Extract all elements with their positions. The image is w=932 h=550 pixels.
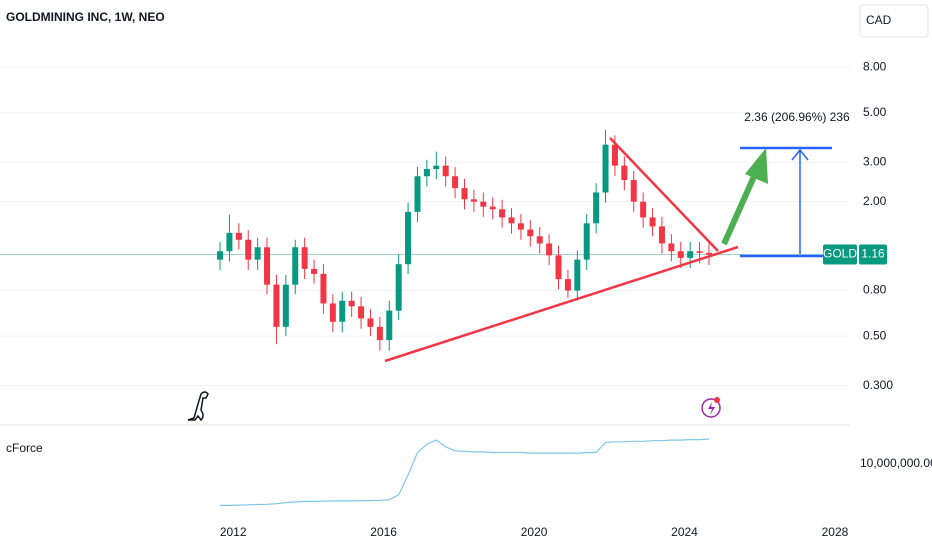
candle-body — [630, 180, 637, 202]
candle-body — [264, 247, 271, 285]
event-dot — [714, 397, 720, 403]
candle-body — [583, 223, 590, 260]
trend-line[interactable] — [384, 245, 739, 363]
candle-body — [320, 273, 327, 304]
candle-body — [687, 251, 694, 258]
candle-body — [508, 217, 515, 224]
candle-body — [602, 144, 609, 193]
candle-body — [658, 226, 665, 244]
measure-label: 2.36 (206.96%) 236 — [744, 110, 850, 124]
candle-body — [442, 165, 449, 177]
arrow-shaft[interactable] — [721, 170, 759, 246]
candle-body — [640, 201, 647, 218]
x-tick-label: 2020 — [521, 525, 548, 539]
symbol-badge — [823, 244, 857, 265]
candle-body — [574, 259, 581, 291]
candle-body — [423, 169, 430, 177]
candle-body — [555, 255, 562, 280]
candle-body — [517, 223, 524, 230]
candle-body — [593, 192, 600, 224]
candle-body — [254, 247, 261, 260]
candle-body — [546, 243, 553, 256]
y-tick-label: 5.00 — [863, 105, 887, 119]
y-tick-label: 0.300 — [863, 378, 893, 392]
candle-body — [433, 165, 440, 170]
price-badge — [859, 244, 887, 265]
y-tick-label: 0.50 — [863, 328, 887, 342]
y-tick-label: 0.80 — [863, 283, 887, 297]
candle-body — [536, 236, 543, 244]
currency-button[interactable] — [859, 4, 929, 38]
candle-body — [386, 310, 393, 341]
candle-body — [527, 229, 534, 237]
candle-body — [282, 284, 289, 327]
y-tick-label: 10,000,000.00 — [860, 456, 932, 470]
event-icon[interactable] — [701, 398, 721, 418]
currency-label: CAD — [866, 13, 892, 27]
x-tick-label: 2012 — [220, 525, 247, 539]
x-tick-label: 2016 — [370, 525, 397, 539]
measure-arrow-head — [791, 148, 809, 161]
candle-body — [499, 209, 506, 218]
candle-body — [235, 232, 242, 240]
candle-body — [292, 247, 299, 285]
trend-line[interactable] — [609, 137, 719, 252]
candle-body — [226, 232, 233, 252]
indicator-line — [220, 438, 710, 506]
candle-body — [405, 211, 412, 265]
candle-body — [696, 251, 703, 253]
chart-title: GOLDMINING INC, 1W, NEO — [6, 10, 165, 24]
candle-body — [329, 303, 336, 322]
candle-body — [461, 188, 468, 200]
candle-body — [245, 239, 252, 260]
candle-body — [376, 326, 383, 341]
candle-body — [452, 176, 459, 189]
arrow-head — [745, 148, 768, 184]
candle-body — [311, 268, 318, 274]
candle-body — [611, 144, 618, 166]
y-tick-label: 8.00 — [863, 59, 887, 73]
x-tick-label: 2028 — [822, 525, 849, 539]
logo-icon — [187, 391, 209, 422]
indicator-title: cForce — [6, 441, 43, 455]
candle-body — [414, 176, 421, 212]
candle-body — [668, 243, 675, 252]
y-tick-label: 3.00 — [863, 155, 887, 169]
x-tick-label: 2024 — [671, 525, 698, 539]
candle-body — [367, 318, 374, 327]
candle-body — [273, 284, 280, 327]
price-label: 1.16 — [861, 247, 885, 261]
candle-body — [705, 252, 712, 255]
candle-body — [470, 199, 477, 202]
candle-body — [564, 279, 571, 291]
candle-body — [395, 264, 402, 311]
candle-body — [677, 251, 684, 258]
y-tick-label: 2.00 — [863, 194, 887, 208]
candle-body — [217, 251, 224, 260]
candle-body — [480, 201, 487, 207]
candle-body — [301, 247, 308, 269]
candle-body — [649, 217, 656, 227]
candle-body — [358, 306, 365, 319]
candle-body — [348, 300, 355, 307]
candle-body — [621, 165, 628, 181]
event-bolt — [708, 402, 715, 415]
candle-body — [489, 206, 496, 210]
symbol-label: GOLD — [823, 247, 857, 261]
candle-body — [339, 300, 346, 322]
